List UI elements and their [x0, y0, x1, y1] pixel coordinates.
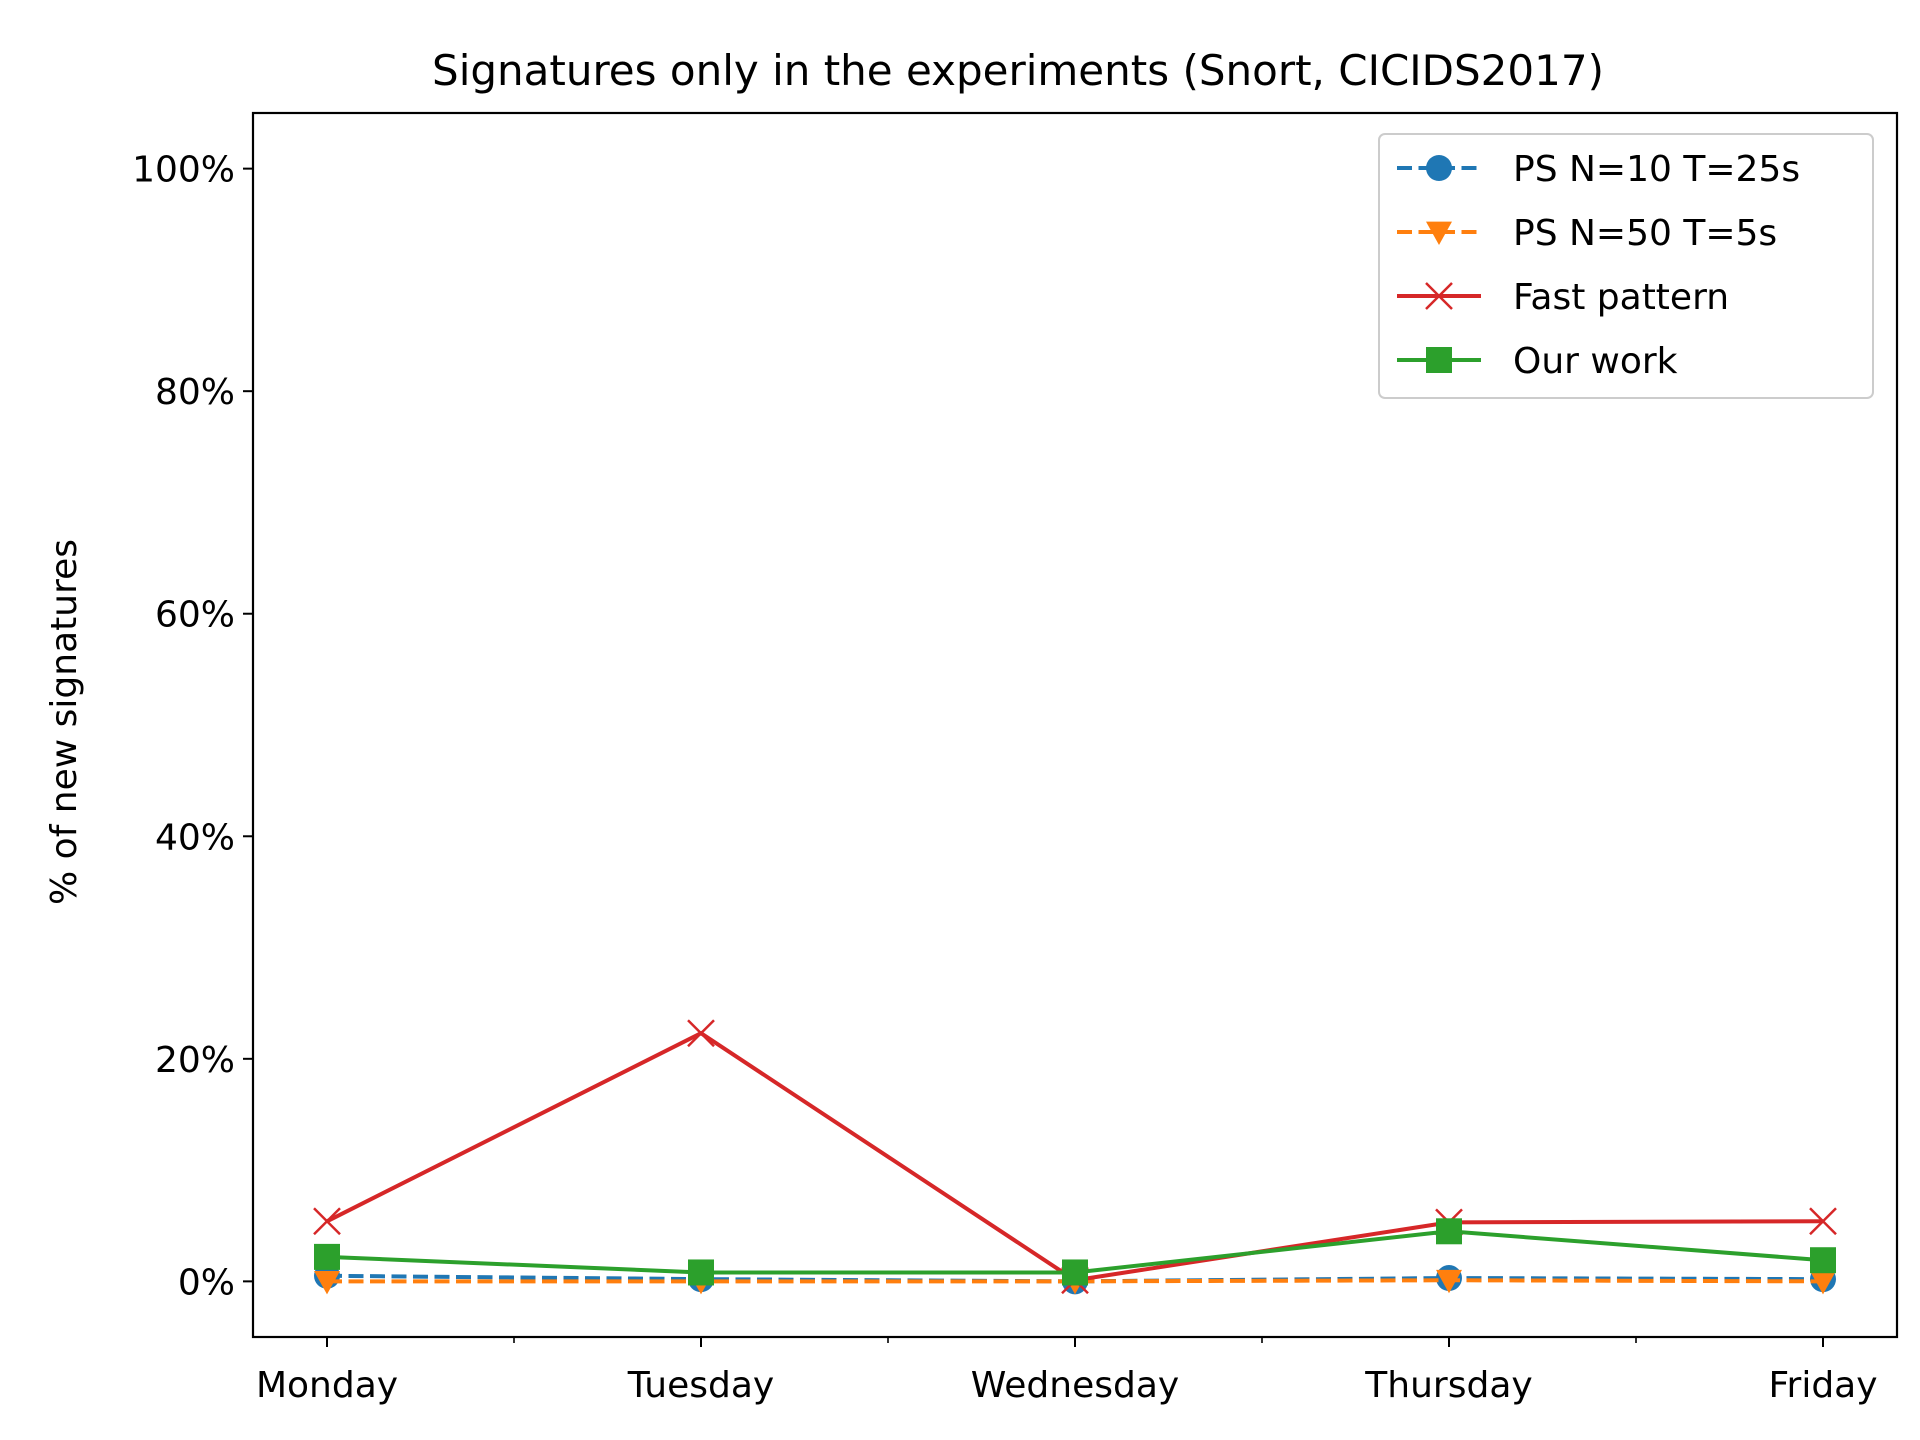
x-stroke [1809, 1207, 1837, 1236]
data-point-triangle [1436, 1269, 1462, 1294]
y-axis-label: % of new signatures [44, 539, 85, 905]
data-point-triangle [1426, 221, 1452, 245]
data-point-triangle [1810, 1270, 1836, 1295]
x-stroke [313, 1207, 341, 1236]
y-tick-label: 0% [178, 1262, 235, 1303]
x-stroke [687, 1019, 715, 1048]
data-point-square [1426, 347, 1452, 373]
data-point-square [1436, 1218, 1462, 1245]
data-point-x [687, 1019, 715, 1048]
x-tick-label: Monday [256, 1365, 398, 1406]
legend-item: Our work [1397, 341, 1678, 382]
x-stroke [1425, 282, 1453, 310]
y-tick-label: 60% [155, 595, 235, 636]
y-tick-label: 40% [155, 817, 235, 858]
legend-label: PS N=50 T=5s [1513, 213, 1777, 254]
series-line [327, 1278, 1824, 1284]
legend-item: PS N=50 T=5s [1397, 213, 1777, 254]
data-point-triangle [314, 1270, 340, 1295]
x-tick-label: Wednesday [971, 1365, 1179, 1406]
plot-area-frame [251, 111, 1899, 1339]
x-tick-label: Friday [1768, 1365, 1877, 1406]
data-point-square [688, 1259, 714, 1286]
x-tick-label: Tuesday [627, 1365, 774, 1406]
chart-title: Signatures only in the experiments (Snor… [432, 46, 1604, 95]
x-tick-label: Thursday [1364, 1365, 1532, 1406]
legend-label: Fast pattern [1513, 277, 1729, 318]
series-our-work [314, 1218, 1836, 1286]
legend-item: Fast pattern [1397, 277, 1729, 318]
data-point-square [1062, 1259, 1088, 1286]
legend-item: PS N=10 T=25s [1397, 149, 1800, 190]
series-line [326, 1273, 1824, 1284]
data-point-x [1809, 1207, 1837, 1236]
legend-label: PS N=10 T=25s [1513, 149, 1800, 190]
legend-label: Our work [1513, 341, 1678, 382]
data-point-circle [1426, 155, 1452, 181]
y-tick-label: 80% [155, 372, 235, 413]
data-point-x [1425, 282, 1453, 310]
data-point-x [313, 1207, 341, 1236]
y-tick-label: 100% [132, 150, 235, 191]
data-point-square [314, 1243, 340, 1270]
y-tick-label: 20% [155, 1040, 235, 1081]
legend-box [1378, 133, 1874, 399]
data-point-square [1810, 1247, 1836, 1274]
